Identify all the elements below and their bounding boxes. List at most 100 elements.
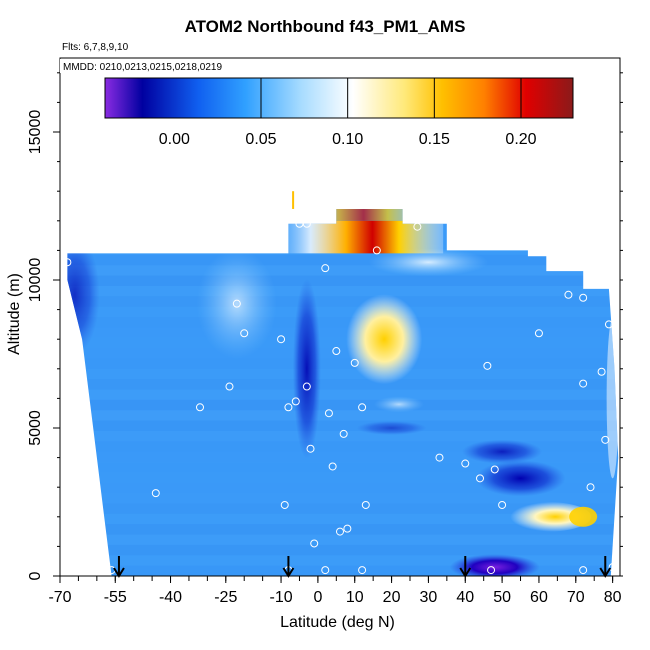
sample-point [310, 539, 319, 548]
sample-point [336, 527, 344, 536]
sample-point [564, 290, 573, 299]
light-region [373, 396, 424, 413]
x-tick-label: 80 [604, 589, 622, 606]
sample-point [350, 358, 359, 367]
x-tick-label: 20 [383, 589, 401, 606]
field-layer [67, 275, 619, 286]
field-layer [67, 254, 619, 266]
sample-point [302, 382, 311, 391]
sample-point [608, 563, 617, 572]
sample-point [579, 379, 588, 388]
light-region [368, 248, 489, 277]
sample-point [225, 382, 234, 391]
sample-point [498, 500, 507, 509]
colorbar-tick-label: 0.20 [505, 131, 536, 148]
colorbar-tick-label: 0.05 [245, 131, 276, 148]
field-layer [67, 379, 619, 390]
sample-point [254, 237, 263, 246]
sample-point [534, 329, 543, 338]
mid-plume-region [346, 294, 423, 385]
field-layer [67, 389, 619, 400]
sample-point [63, 258, 72, 267]
field-layer [67, 441, 619, 452]
sample-point [328, 462, 337, 471]
sample-point [240, 329, 249, 338]
field-layer [60, 338, 620, 348]
colorbar-tick-label: 0.15 [419, 131, 450, 148]
colorbar: 0.00 0.05 0.10 0.15 0.20 [104, 77, 574, 148]
field-layer [67, 410, 619, 421]
light-region [196, 248, 277, 359]
sample-point [579, 566, 588, 575]
upper-plume-region [266, 220, 444, 254]
sample-point [291, 397, 300, 406]
x-tick-label: 30 [420, 589, 438, 606]
x-tick-label: 10 [346, 589, 364, 606]
y-tick-label: 5000 [27, 410, 44, 446]
sample-point [358, 403, 367, 412]
field-layer [67, 420, 619, 431]
field-layer [60, 358, 620, 368]
sample-point [586, 483, 595, 492]
upper-plume-top [266, 209, 429, 221]
low-plume-core [569, 506, 598, 527]
sample-point [196, 403, 204, 412]
x-tick-label: 50 [493, 589, 511, 606]
field-layer [67, 265, 619, 276]
sample-point [321, 566, 330, 575]
sample-point [597, 367, 606, 376]
sample-point [332, 347, 341, 356]
sample-point [262, 237, 271, 246]
sample-point [461, 459, 470, 468]
field-layer [67, 534, 619, 545]
purple-region [449, 554, 540, 576]
plot-frame [59, 57, 621, 577]
sample-point [339, 429, 348, 438]
low-value-region [356, 421, 427, 435]
sample-point [487, 566, 496, 575]
colorbar-tick-label: 0.10 [332, 131, 363, 148]
y-tick-label: 0 [27, 571, 44, 580]
x-tick-label: 40 [456, 589, 474, 606]
field-layer [67, 503, 619, 514]
colorbar-gradient [104, 77, 574, 119]
mmdd-annotation: MMDD: 0210,0213,0215,0218,0219 [60, 59, 245, 73]
colorbar-tick-label: 0.00 [159, 131, 190, 148]
x-tick-label: -10 [269, 589, 292, 606]
sample-point [151, 489, 160, 498]
sample-point [435, 453, 444, 462]
field-layer [67, 513, 619, 525]
x-axis-label: Latitude (deg N) [280, 614, 395, 631]
field-layer [67, 368, 619, 380]
sample-point [604, 320, 613, 329]
field-layer [67, 399, 619, 411]
sample-point [302, 219, 311, 228]
field-layer [67, 430, 619, 442]
edge-highlight [606, 318, 619, 479]
x-tick-label: 70 [567, 589, 585, 606]
sample-point [343, 524, 352, 533]
x-tick-label: -40 [159, 589, 182, 606]
sample-point [247, 237, 256, 246]
field-layer [67, 565, 619, 576]
low-value-region [462, 439, 543, 464]
sample-point [361, 500, 370, 509]
sample-point [321, 264, 330, 273]
flights-subtitle: Flts: 6,7,8,9,10 [62, 42, 129, 53]
chart-title: ATOM2 Northbound f43_PM1_AMS [184, 17, 466, 36]
field-layer [67, 555, 619, 566]
concentration-curtain [60, 191, 620, 576]
sample-point [358, 566, 367, 575]
x-tick-label: -55 [104, 589, 127, 606]
y-axis: 0 5000 10000 15000 [27, 72, 623, 580]
x-tick-label: 0 [313, 589, 322, 606]
sample-point [284, 403, 293, 412]
x-tick-label: -70 [48, 589, 71, 606]
x-tick-label: -25 [214, 589, 237, 606]
x-tick-label: 60 [530, 589, 548, 606]
field-layer [67, 544, 619, 556]
sample-point [476, 474, 484, 483]
y-tick-label: 15000 [27, 110, 44, 155]
y-tick-label: 10000 [27, 258, 44, 303]
